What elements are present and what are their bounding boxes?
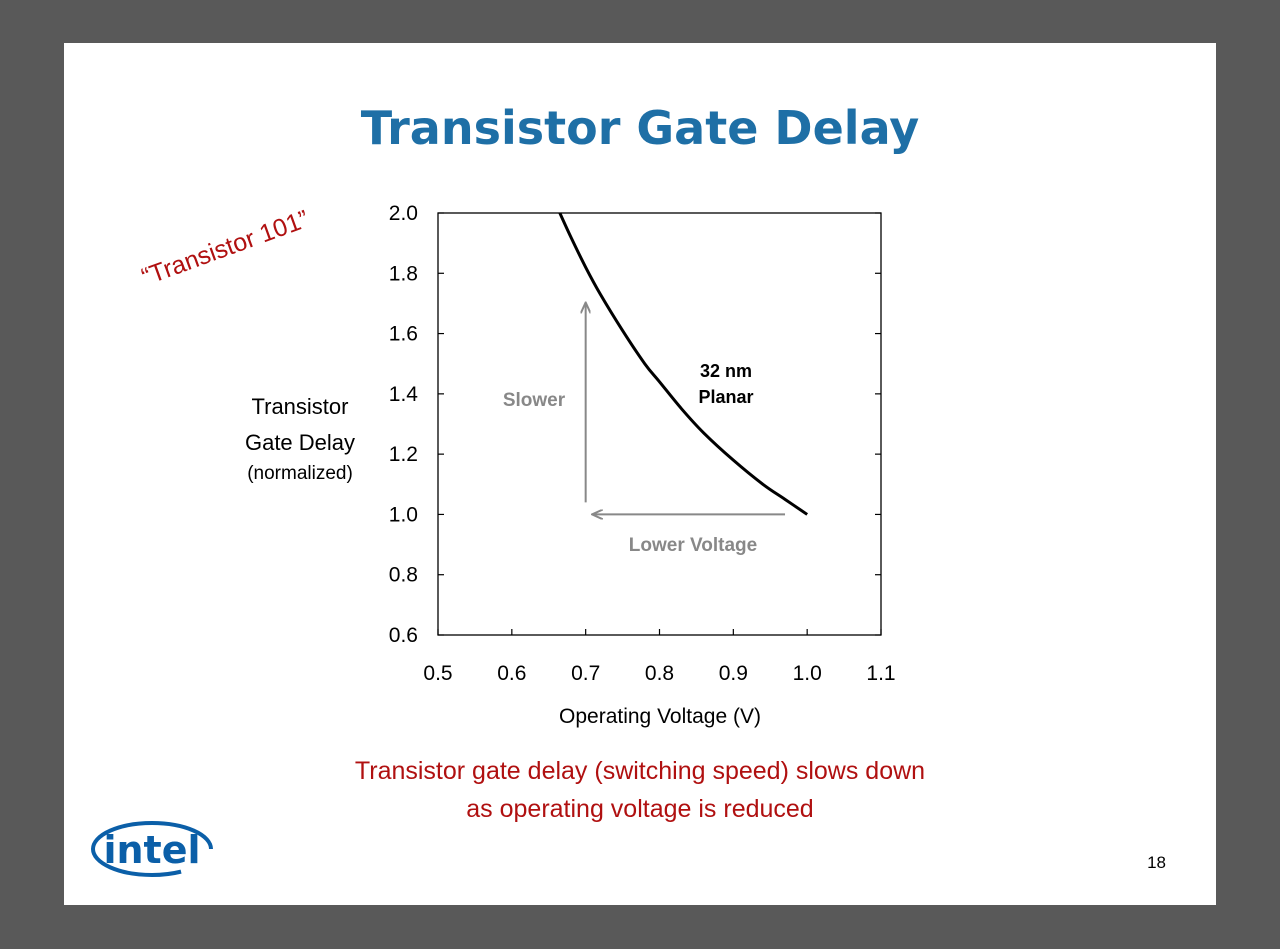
- y-axis-label: Transistor Gate Delay (normalized): [200, 389, 400, 487]
- caption-line2: as operating voltage is reduced: [466, 795, 814, 823]
- y-axis-label-line1: Transistor: [251, 394, 349, 419]
- y-axis-label-line3: (normalized): [247, 463, 353, 484]
- slide: Transistor Gate Delay “Transistor 101” T…: [64, 43, 1216, 905]
- y-tick-label: 0.6: [389, 624, 418, 647]
- caption-line1: Transistor gate delay (switching speed) …: [354, 757, 926, 785]
- series-label-line2: Planar: [698, 387, 753, 407]
- x-tick-label: 0.5: [423, 662, 452, 685]
- series-label-line1: 32 nm: [700, 361, 752, 381]
- y-tick-label: 1.2: [389, 443, 418, 466]
- y-tick-label: 1.4: [389, 383, 419, 406]
- intel-logo-text: intel: [103, 828, 200, 872]
- gate-delay-chart: 0.5 0.6 0.7 0.8 0.9 1.0 1.10.60.81.01.21.41.61…: [389, 202, 896, 685]
- plot-frame: [437, 212, 882, 636]
- x-tick-label: 0.8: [645, 662, 674, 685]
- x-axis-label: Operating Voltage (V): [559, 705, 761, 728]
- y-tick-label: 1.6: [389, 323, 418, 346]
- intel-logo: intel: [88, 813, 218, 888]
- series-line-32nm-planar: [558, 212, 809, 516]
- y-tick-label: 1.8: [389, 262, 418, 285]
- slide-caption: Transistor gate delay (switching speed) …: [190, 752, 1090, 828]
- x-tick-label: 1.1: [866, 662, 895, 685]
- x-tick-label: 1.0: [793, 662, 822, 685]
- y-axis-label-line2: Gate Delay: [244, 430, 356, 455]
- slide-title: Transistor Gate Delay: [360, 101, 920, 155]
- y-tick-label: 1.0: [389, 503, 418, 526]
- x-tick-label: 0.6: [497, 662, 526, 685]
- slower-label: Slower: [503, 390, 566, 411]
- lower-voltage-label: Lower Voltage: [629, 535, 757, 556]
- intel-logo-mark: intel: [91, 821, 213, 877]
- page-number: 18: [1147, 853, 1166, 872]
- x-tick-label: 0.9: [719, 662, 748, 685]
- y-tick-label: 0.8: [389, 564, 418, 587]
- x-tick-label: 0.7: [571, 662, 600, 685]
- y-tick-label: 2.0: [389, 202, 418, 225]
